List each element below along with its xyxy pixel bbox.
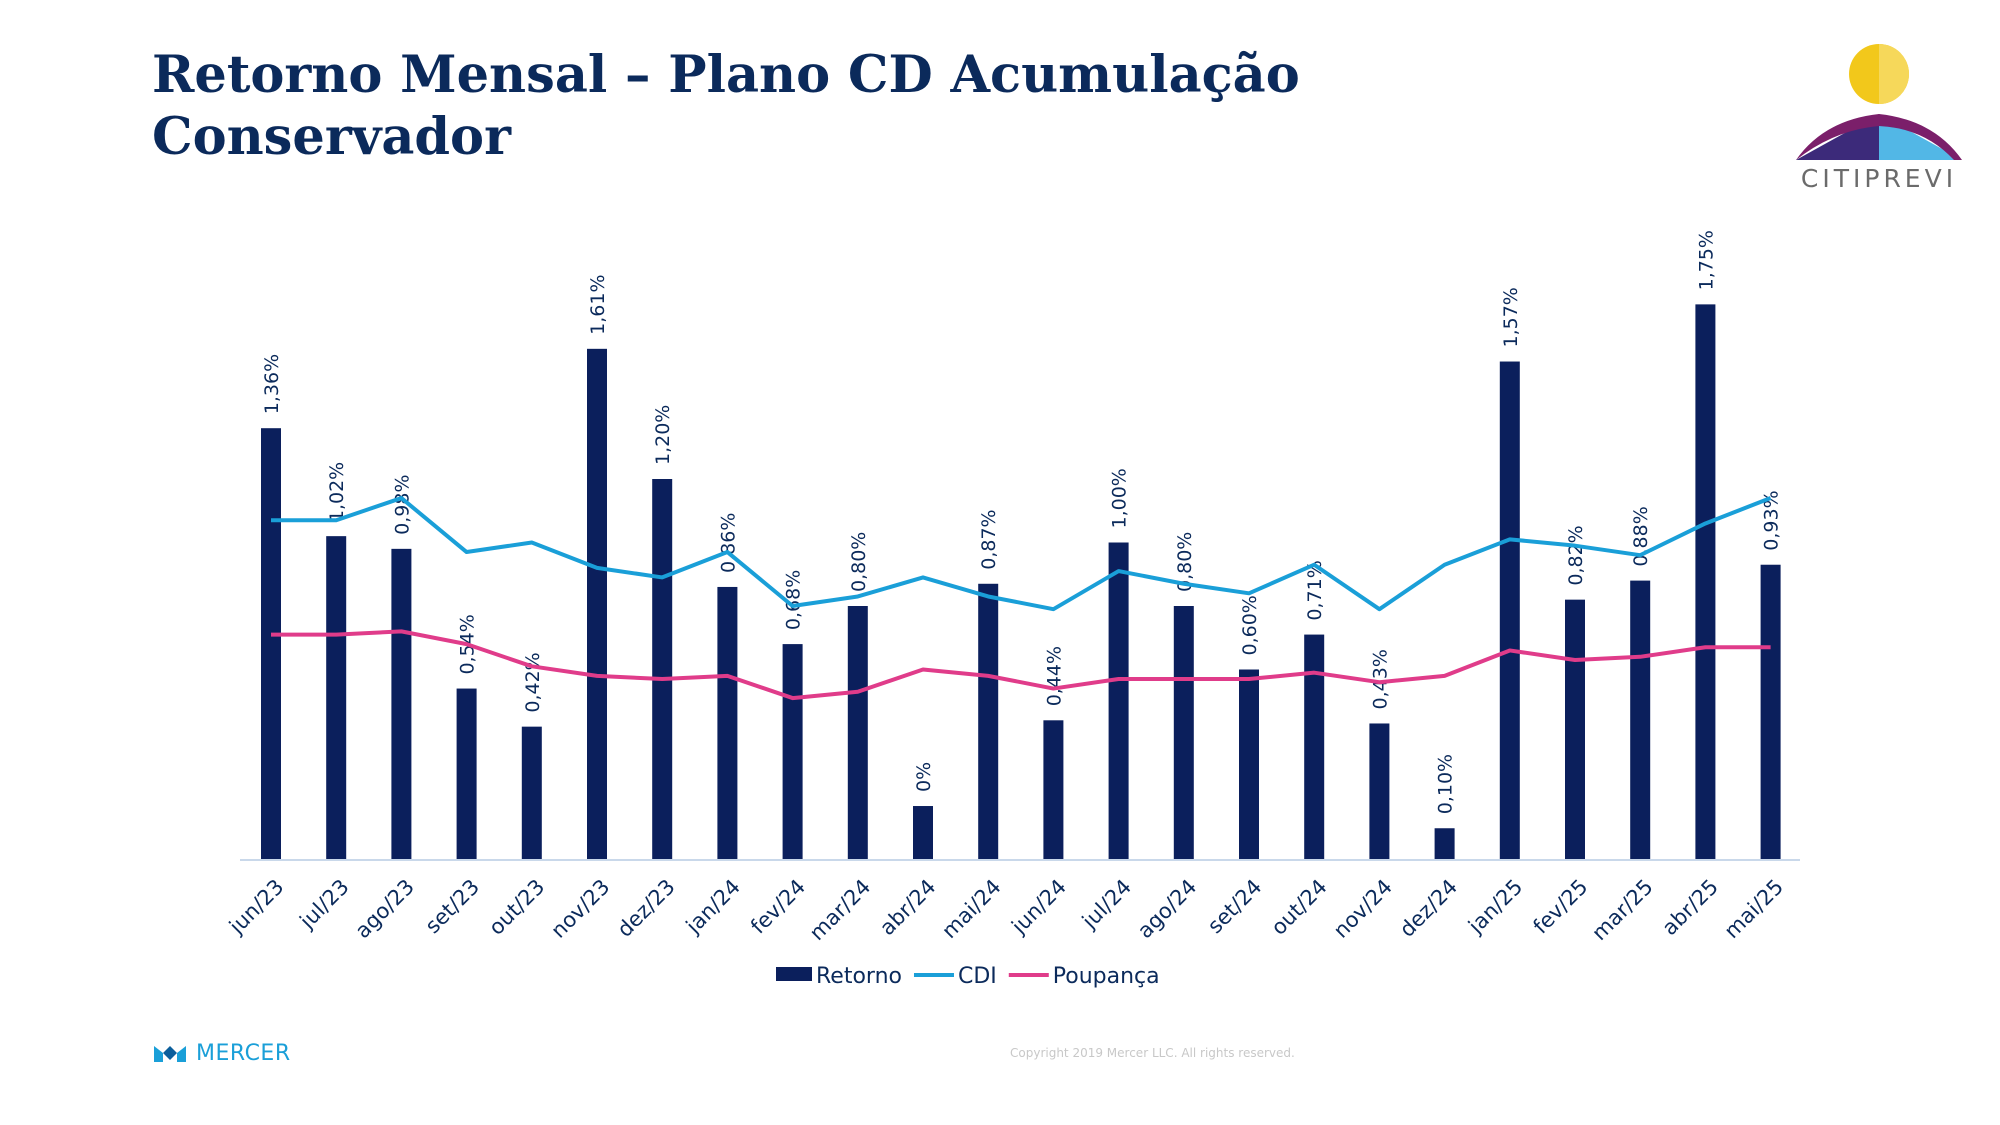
retorno-data-label: 0,80% — [1174, 532, 1196, 592]
retorno-bar — [1369, 723, 1390, 860]
retorno-bar — [847, 606, 868, 860]
retorno-data-label: 0,80% — [848, 532, 870, 592]
retorno-bar — [1434, 828, 1455, 860]
mercer-logo: MERCER — [152, 1038, 291, 1068]
retorno-bar — [326, 536, 347, 860]
retorno-data-label: 0,60% — [1239, 595, 1261, 655]
retorno-bar — [261, 428, 281, 860]
retorno-data-label: 0,93% — [1761, 490, 1783, 550]
retorno-data-label: 0% — [913, 762, 935, 792]
x-axis-tick-label: jan/24 — [681, 875, 745, 939]
retorno-data-label: 0,98% — [391, 474, 413, 534]
mercer-brand-text: MERCER — [196, 1040, 291, 1066]
poupanca-line — [271, 629, 1771, 701]
x-axis-tick-label: dez/24 — [1395, 875, 1462, 942]
x-axis-tick-label: abr/24 — [875, 875, 941, 941]
x-axis-tick-label: out/23 — [484, 875, 549, 940]
retorno-bar — [913, 806, 933, 860]
retorno-data-label: 0,68% — [783, 570, 805, 630]
retorno-bar — [717, 586, 738, 860]
retorno-bar — [1304, 634, 1325, 860]
retorno-data-label: 1,00% — [1109, 468, 1131, 528]
retorno-data-label: 0,88% — [1630, 506, 1652, 566]
x-axis-tick-label: out/24 — [1267, 875, 1332, 940]
retorno-bar — [1239, 669, 1259, 860]
retorno-data-label: 0,44% — [1043, 646, 1065, 706]
x-axis-tick-label: dez/23 — [613, 875, 680, 942]
retorno-data-label: 0,82% — [1565, 525, 1587, 585]
retorno-data-label: 0,71% — [1304, 560, 1326, 620]
citiprevi-logo-text: CITIPREVI — [1800, 164, 1958, 193]
citiprevi-logo: CITIPREVI — [1784, 40, 1974, 200]
retorno-bar — [1760, 564, 1781, 860]
retorno-data-label: 1,02% — [326, 462, 348, 522]
retorno-bar — [587, 348, 607, 860]
retorno-bar — [521, 726, 542, 860]
legend-label: Poupança — [1053, 964, 1160, 989]
x-axis-tick-label: nov/24 — [1329, 875, 1397, 943]
legend-label: CDI — [958, 964, 997, 989]
x-axis-tick-label: mai/25 — [1720, 875, 1789, 944]
retorno-data-label: 0,86% — [717, 513, 739, 573]
x-axis-tick-label: nov/23 — [546, 875, 614, 943]
retorno-bars — [261, 304, 1781, 860]
citiprevi-logo-icon — [1796, 44, 1962, 160]
x-axis-tick-label: set/23 — [421, 875, 485, 939]
retorno-bar — [1173, 606, 1194, 860]
retorno-bar — [782, 644, 803, 860]
retorno-bar — [1499, 361, 1520, 860]
series-lines — [271, 496, 1772, 701]
chart-legend: Retorno CDI Poupança — [776, 964, 1160, 989]
copyright-text: Copyright 2019 Mercer LLC. All rights re… — [1010, 1046, 1295, 1060]
cdi-line — [271, 496, 1772, 612]
retorno-bar — [456, 688, 477, 860]
retorno-data-label: 1,36% — [261, 354, 283, 414]
retorno-bar — [1565, 599, 1585, 860]
retorno-data-label: 0,87% — [978, 509, 1000, 569]
retorno-bar — [1695, 304, 1716, 860]
x-axis-tick-label: abr/25 — [1657, 875, 1723, 941]
slide-title-line-2: Conservador — [152, 107, 511, 167]
retorno-data-label: 1,61% — [587, 274, 609, 334]
legend-swatch-retorno — [776, 967, 812, 981]
retorno-bar — [391, 548, 412, 860]
x-axis-tick-label: jul/24 — [1077, 875, 1136, 934]
retorno-data-label: 1,20% — [652, 405, 674, 465]
retorno-bar — [1108, 542, 1129, 860]
x-axis-tick-label: fev/25 — [1529, 875, 1593, 939]
x-axis-tick-label: jun/23 — [224, 875, 289, 940]
retorno-bar — [1630, 580, 1651, 860]
slide-title-line-1: Retorno Mensal – Plano CD Acumulação — [152, 45, 1300, 105]
retorno-data-label: 0,43% — [1369, 649, 1391, 709]
x-axis-tick-label: ago/23 — [350, 875, 418, 943]
retorno-bar — [1043, 720, 1064, 860]
x-axis-tick-label: set/24 — [1203, 875, 1267, 939]
retorno-bar-labels: 1,36%1,02% 0,98%0,54%0,42%1,61%1,20%0,86%… — [261, 230, 1783, 814]
x-axis-tick-label: fev/24 — [746, 875, 810, 939]
x-axis-tick-label: mar/25 — [1587, 875, 1658, 946]
x-axis-tick-label: ago/24 — [1133, 875, 1201, 943]
x-axis-tick-label: jul/23 — [294, 875, 353, 934]
retorno-bar — [978, 583, 999, 860]
x-axis-tick-label: jun/24 — [1006, 875, 1071, 940]
x-axis-tick-label: jan/25 — [1463, 875, 1527, 939]
legend-label: Retorno — [816, 964, 902, 989]
retorno-data-label: 0,42% — [522, 652, 544, 712]
mercer-mark-icon — [154, 1046, 186, 1062]
retorno-bar — [652, 479, 673, 860]
slide-title: Retorno Mensal – Plano CD Acumulação Con… — [152, 44, 1300, 168]
x-axis-tick-label: mar/24 — [805, 875, 876, 946]
retorno-data-label: 0,10% — [1435, 754, 1457, 814]
retorno-data-label: 1,75% — [1695, 230, 1717, 290]
retorno-data-label: 1,57% — [1500, 287, 1522, 347]
x-axis-tick-label: mai/24 — [937, 875, 1006, 944]
